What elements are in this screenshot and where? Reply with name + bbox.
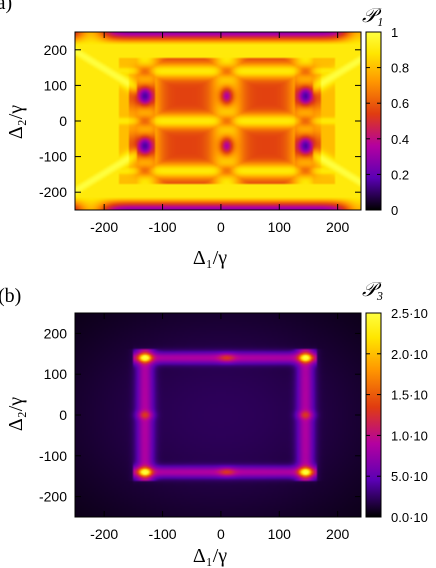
y-axis-label-b: Δ₂/γ	[5, 397, 27, 431]
x-tick-label: 200	[326, 219, 350, 235]
x-tick-label: 100	[268, 219, 292, 235]
colorbar-b	[365, 312, 382, 518]
heatmap-a	[75, 32, 361, 210]
colorbar-tick-label: 2.5·10	[391, 306, 428, 321]
y-tick-label: 0	[59, 113, 67, 129]
y-tick-label: 100	[44, 366, 68, 382]
colorbar-tick-label: 0	[391, 203, 398, 218]
y-axis-label-a: Δ₂/γ	[5, 105, 27, 139]
y-tick-label: 200	[44, 42, 68, 58]
axes-b: -200 -100 0 100 200 -200 -100 0 100 200	[39, 313, 361, 542]
colorbar-tick-label: 1.0·10	[391, 428, 428, 443]
x-tick-label: 200	[326, 526, 350, 542]
x-tick-label: -200	[90, 526, 118, 542]
colorbar-a-title: 𝒫₁	[362, 5, 383, 27]
x-axis-label-a: Δ₁/γ	[193, 247, 227, 269]
axes-a: -200 -100 0 100 200 -200 -100 0 100 200	[39, 32, 361, 235]
x-tick-label: -100	[149, 526, 177, 542]
colorbar-tick-label: 0.6	[391, 96, 409, 111]
y-tick-label: -100	[39, 448, 67, 464]
colorbar-tick-label: 0.0·10	[391, 510, 428, 525]
colorbar-tick-label: 0.2	[391, 167, 409, 182]
x-tick-label: 0	[217, 526, 225, 542]
x-tick-label: 0	[217, 219, 225, 235]
y-tick-label: 200	[44, 325, 68, 341]
heatmap-b	[75, 313, 361, 517]
y-tick-label: 0	[59, 407, 67, 423]
y-tick-label: 100	[44, 77, 68, 93]
colorbar-tick-label: 2.0·10	[391, 347, 428, 362]
colorbar-tick-label: 1	[391, 25, 398, 40]
colorbar-a-ticks: 0 0.2 0.4 0.6 0.8 1	[366, 25, 409, 218]
colorbar-b-title: 𝒫₃	[362, 279, 383, 301]
x-axis-label-b: Δ₁/γ	[193, 545, 227, 567]
panel-a-label: (a)	[0, 0, 12, 14]
colorbar-tick-label: 0.8	[391, 61, 409, 76]
x-tick-label: 100	[268, 526, 292, 542]
colorbar-a	[365, 31, 382, 211]
y-tick-label: -100	[39, 149, 67, 165]
y-tick-label: -200	[39, 184, 67, 200]
panel-b-label: (b)	[0, 285, 21, 307]
colorbar-tick-label: 1.5·10	[391, 388, 428, 403]
x-tick-label: -100	[149, 219, 177, 235]
x-tick-label: -200	[90, 219, 118, 235]
colorbar-tick-label: 5.0·10	[391, 469, 428, 484]
colorbar-b-ticks: 0.0·10 5.0·10 1.0·10 1.5·10 2.0·10 2.5·10	[366, 306, 428, 525]
y-tick-label: -200	[39, 489, 67, 505]
colorbar-tick-label: 0.4	[391, 132, 409, 147]
